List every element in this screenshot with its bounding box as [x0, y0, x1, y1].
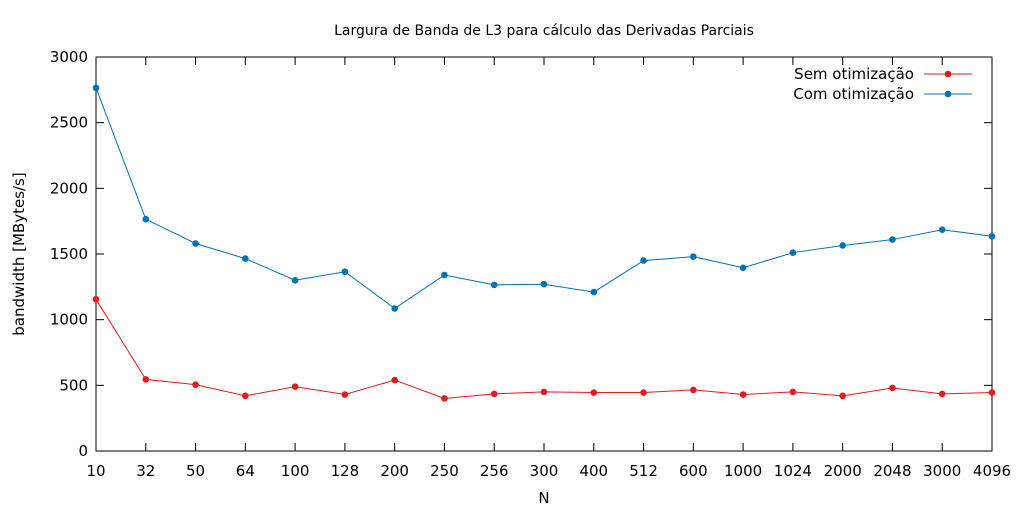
data-point [988, 389, 996, 396]
series-line [95, 299, 993, 399]
y-tick-label: 2000 [50, 179, 88, 197]
data-point [192, 381, 199, 388]
data-point [839, 392, 846, 400]
x-tick-label: 200 [380, 462, 409, 480]
plot-area: 0 500 1000 1500 2000 2500 3000 10 32 50 64 100 128 20… [50, 48, 1011, 480]
x-tick-label: 400 [579, 462, 608, 480]
legend-label: Sem otimização [794, 65, 914, 83]
x-tick-label: 1000 [724, 462, 762, 480]
y-tick-label: 1500 [50, 245, 88, 263]
x-tick-label: 256 [480, 462, 509, 480]
data-point [889, 236, 896, 243]
x-tick-label: 10 [86, 462, 105, 480]
series-line [95, 87, 993, 310]
data-point [889, 384, 896, 392]
x-tick-label: 2048 [873, 462, 911, 480]
data-point [789, 388, 797, 396]
x-tick-label: 512 [629, 462, 658, 480]
x-tick-label: 100 [281, 462, 310, 480]
chart-title: Largura de Banda de L3 para cálculo das … [334, 23, 754, 39]
data-point [291, 276, 299, 284]
y-tick-label: 0 [78, 442, 88, 460]
x-axis-label: N [538, 489, 549, 507]
legend-label: Com otimização [793, 85, 914, 103]
data-point [540, 280, 548, 288]
data-point [490, 390, 498, 398]
y-tick-label: 2500 [50, 114, 88, 132]
x-tick-label: 600 [679, 462, 708, 480]
x-tick-label: 250 [430, 462, 459, 480]
legend-marker [944, 70, 952, 78]
legend-marker [944, 90, 952, 98]
data-point [590, 288, 598, 296]
data-point [291, 383, 299, 390]
series-1 [92, 296, 996, 402]
data-point [142, 376, 150, 383]
x-tick-label: 300 [530, 462, 559, 480]
data-point [690, 386, 697, 394]
data-point [739, 391, 747, 398]
data-point [242, 392, 249, 400]
data-point [341, 268, 349, 276]
x-tick-label: 50 [186, 462, 205, 480]
data-point [540, 388, 548, 396]
x-tick-label: 3000 [923, 462, 961, 480]
data-point [590, 389, 598, 396]
y-tick-label: 500 [59, 376, 88, 394]
y-tick-label: 1000 [50, 311, 88, 329]
data-point [441, 271, 448, 279]
x-tick-label: 4096 [973, 462, 1011, 480]
data-point [839, 242, 846, 249]
data-point [92, 84, 100, 92]
data-point [490, 281, 498, 289]
y-tick-label: 3000 [50, 48, 88, 66]
data-point [92, 296, 100, 303]
x-tick-label: 64 [236, 462, 255, 480]
data-point [192, 240, 199, 247]
legend: Sem otimização Com otimização [793, 65, 972, 103]
data-point [789, 249, 797, 256]
x-tick-label: 2000 [824, 462, 862, 480]
y-axis-label: bandwidth [MBytes/s] [10, 172, 28, 335]
data-point [640, 389, 647, 396]
x-tick-label: 32 [136, 462, 155, 480]
data-point [242, 255, 249, 262]
data-point [341, 391, 349, 398]
data-point [739, 264, 747, 272]
x-tick-label: 1024 [774, 462, 812, 480]
data-point [690, 253, 697, 260]
x-tick-label: 128 [331, 462, 360, 480]
series-2 [92, 84, 996, 312]
data-point [142, 215, 150, 223]
data-point [391, 305, 398, 312]
data-point [938, 226, 946, 234]
data-point [391, 376, 398, 384]
data-point [441, 395, 448, 402]
data-point [640, 257, 647, 264]
data-point [988, 232, 996, 240]
data-point [938, 390, 946, 398]
